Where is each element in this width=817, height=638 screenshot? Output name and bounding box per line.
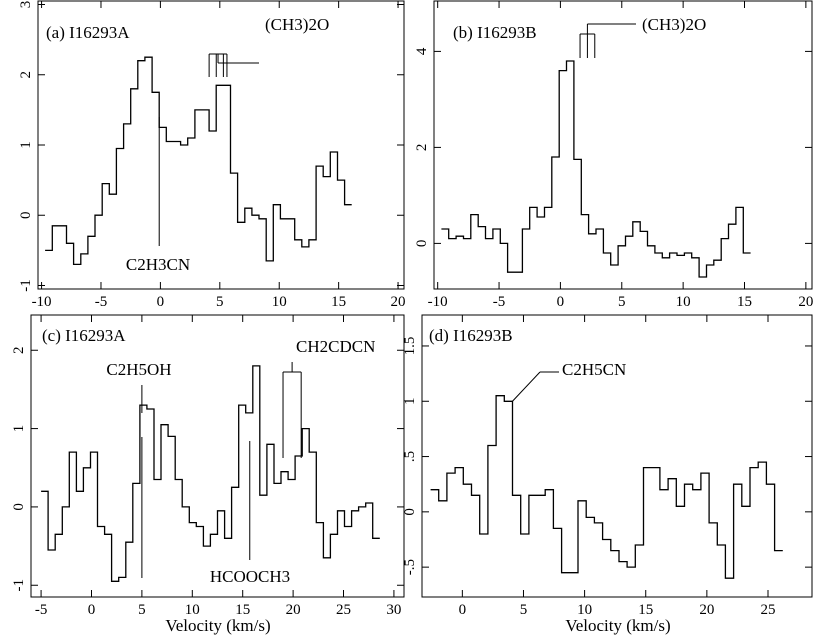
panel-d-frame bbox=[421, 314, 813, 598]
panel-d: (d) I16293B Velocity (km/s) 0 5 10 15 20 25-.… bbox=[402, 314, 813, 635]
panel-a-ytick-label: 1 bbox=[18, 141, 34, 149]
panel-c-xtick-label: 25 bbox=[336, 602, 351, 618]
panel-d-ytick-label: 1.5 bbox=[402, 337, 418, 356]
panel-c-ytick-label: 2 bbox=[11, 347, 27, 355]
panel-c-xlabel: Velocity (km/s) bbox=[165, 616, 270, 635]
panel-d-xtick-label: 5 bbox=[520, 602, 528, 618]
panel-c-annotation-comb: CH2CDCN bbox=[282, 337, 375, 458]
panel-a-ytick-label: 0 bbox=[18, 211, 34, 219]
panel-c: (c) I16293A Velocity (km/s) -5 0 5 10 15 20 25… bbox=[11, 314, 405, 635]
panel-d-ytick-label: 0 bbox=[402, 508, 418, 516]
panel-a-xtick-label: 10 bbox=[272, 294, 287, 310]
panel-a-xtick-label: 0 bbox=[157, 294, 165, 310]
panel-d-ytick-label: -.5 bbox=[402, 559, 418, 575]
panel-a-annotation-label: C2H3CN bbox=[126, 255, 190, 274]
panel-c-annotation-label: CH2CDCN bbox=[296, 337, 375, 356]
panel-b-xtick-label: -5 bbox=[493, 294, 506, 310]
panel-c-xtick-label: 5 bbox=[138, 602, 146, 618]
panel-a-annotation-label: (CH3)2O bbox=[265, 15, 329, 34]
panel-c-ytick-label: -1 bbox=[11, 579, 27, 592]
panel-c-spectrum bbox=[41, 365, 380, 582]
panel-a-annotation-line: C2H3CN bbox=[126, 117, 190, 274]
panel-b-title: (b) I16293B bbox=[453, 23, 537, 42]
panel-b-ytick-label: 2 bbox=[414, 144, 430, 152]
panel-d-xtick-label: 20 bbox=[699, 602, 714, 618]
panel-c-xtick-label: 10 bbox=[185, 602, 200, 618]
panel-c-xtick-label: -5 bbox=[35, 602, 48, 618]
panel-c-xtick-label: 30 bbox=[386, 602, 401, 618]
panel-a-ytick-label: -1 bbox=[18, 279, 34, 292]
panel-d-xlabel: Velocity (km/s) bbox=[565, 616, 670, 635]
annotation-leader bbox=[512, 371, 541, 402]
panel-c-annotation-line: HCOOCH3 bbox=[210, 441, 290, 586]
panel-a-xtick-label: 15 bbox=[331, 294, 346, 310]
panel-d-ytick-label: 1 bbox=[402, 398, 418, 406]
panel-c-title: (c) I16293A bbox=[42, 326, 126, 345]
panel-b-xtick-label: 20 bbox=[798, 294, 813, 310]
panel-a-ytick-label: 2 bbox=[18, 71, 34, 79]
panel-a-xtick-label: -10 bbox=[32, 294, 52, 310]
panel-d-xtick-label: 0 bbox=[459, 602, 467, 618]
panel-b-xtick-label: 5 bbox=[618, 294, 626, 310]
panel-a-xtick-label: -5 bbox=[95, 294, 108, 310]
panel-b-ytick-label: 4 bbox=[414, 47, 430, 55]
panel-d-annotation-label: C2H5CN bbox=[562, 360, 626, 379]
panel-c-annotation-line: C2H5OH bbox=[106, 360, 172, 578]
panel-a: (a) I16293A -10 -5 0 5 10 15 20-10123(CH3)2OC2… bbox=[18, 0, 406, 310]
panel-a-xtick-label: 20 bbox=[391, 294, 406, 310]
panel-c-annotation-label: HCOOCH3 bbox=[210, 567, 290, 586]
panel-c-frame bbox=[30, 314, 405, 598]
panel-c-annotation-label: C2H5OH bbox=[106, 360, 171, 379]
panel-b-xtick-label: 15 bbox=[737, 294, 752, 310]
panel-d-xtick-label: 10 bbox=[577, 602, 592, 618]
panel-d-annotation-pointer: C2H5CN bbox=[512, 360, 626, 402]
panel-c-ytick-label: 0 bbox=[11, 503, 27, 511]
panel-c-xtick-label: 15 bbox=[235, 602, 250, 618]
panel-c-xtick-label: 0 bbox=[88, 602, 96, 618]
panel-a-xtick-label: 5 bbox=[216, 294, 224, 310]
panel-a-annotation-comb: (CH3)2O bbox=[208, 15, 329, 77]
panel-b-xtick-label: 0 bbox=[557, 294, 565, 310]
panel-d-xtick-label: 25 bbox=[760, 602, 775, 618]
panel-b-ytick-label: 0 bbox=[414, 240, 430, 248]
panel-a-title: (a) I16293A bbox=[46, 23, 130, 42]
panel-b-annotation-comb: (CH3)2O bbox=[579, 15, 706, 58]
panel-b-spectrum bbox=[441, 60, 751, 278]
panel-b-annotation-label: (CH3)2O bbox=[642, 15, 706, 34]
panel-c-ytick-label: 1 bbox=[11, 425, 27, 433]
panel-b-xtick-label: 10 bbox=[676, 294, 691, 310]
panel-a-ytick-label: 3 bbox=[18, 1, 34, 9]
panel-a-spectrum bbox=[45, 56, 352, 266]
panel-b-xtick-label: -10 bbox=[428, 294, 448, 310]
panel-a-frame bbox=[37, 0, 405, 290]
panel-b: (b) I16293B -10 -5 0 5 10 15 20 0 2 4 (CH3)2O bbox=[414, 0, 813, 310]
panel-d-ytick-label: .5 bbox=[402, 451, 418, 462]
panel-d-title: (d) I16293B bbox=[429, 326, 513, 345]
panel-c-xtick-label: 20 bbox=[286, 602, 301, 618]
panel-d-spectrum bbox=[430, 395, 783, 579]
panel-d-xtick-label: 15 bbox=[638, 602, 653, 618]
panel-b-frame bbox=[433, 0, 813, 290]
